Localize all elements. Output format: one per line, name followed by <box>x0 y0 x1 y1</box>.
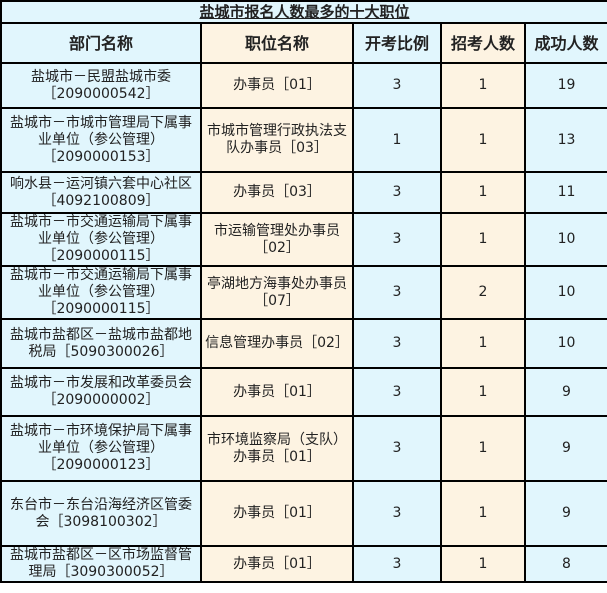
table-row: 盐城市－市交通运输局下属事业单位（参公管理）［2090000115］ 亭湖地方海事… <box>0 265 607 320</box>
cell-dept: 盐城市盐都区－盐城市盐都地税局［5090300026］ <box>0 318 202 369</box>
table-row: 盐城市盐都区－盐城市盐都地税局［5090300026］ 信息管理办事员［02］ 3 1… <box>0 318 607 369</box>
cell-quota: 1 <box>440 107 526 173</box>
cell-quota: 1 <box>440 62 526 109</box>
cell-ratio: 3 <box>352 318 442 369</box>
cell-success: 11 <box>524 171 607 214</box>
table-row: 盐城市－市发展和改革委员会［2090000002］ 办事员［01］ 3 1 9 <box>0 367 607 417</box>
header-ratio: 开考比例 <box>352 22 442 64</box>
table-row: 盐城市－市交通运输局下属事业单位（参公管理）［2090000115］ 市运输管理处… <box>0 212 607 267</box>
table-row: 盐城市－市环境保护局下属事业单位（参公管理）［2090000123］ 市环境监察局… <box>0 415 607 482</box>
table-row: 盐城市－市城市管理局下属事业单位（参公管理）［2090000153］ 市城市管理行… <box>0 107 607 173</box>
cell-ratio: 3 <box>352 415 442 482</box>
cell-dept: 盐城市－市交通运输局下属事业单位（参公管理）［2090000115］ <box>0 212 202 267</box>
cell-ratio: 3 <box>352 367 442 417</box>
cell-ratio: 3 <box>352 545 442 583</box>
cell-quota: 1 <box>440 545 526 583</box>
header-dept: 部门名称 <box>0 22 202 64</box>
cell-ratio: 3 <box>352 265 442 320</box>
cell-quota: 1 <box>440 212 526 267</box>
cell-dept: 响水县－运河镇六套中心社区［4092100809］ <box>0 171 202 214</box>
header-position: 职位名称 <box>200 22 354 64</box>
cell-quota: 2 <box>440 265 526 320</box>
cell-quota: 1 <box>440 415 526 482</box>
cell-quota: 1 <box>440 480 526 547</box>
cell-success: 10 <box>524 318 607 369</box>
cell-dept: 盐城市－市环境保护局下属事业单位（参公管理）［2090000123］ <box>0 415 202 482</box>
cell-success: 19 <box>524 62 607 109</box>
cell-position: 市运输管理处办事员［02］ <box>200 212 354 267</box>
cell-ratio: 1 <box>352 107 442 173</box>
cell-dept: 盐城市－民盟盐城市委［2090000542］ <box>0 62 202 109</box>
cell-quota: 1 <box>440 367 526 417</box>
table-row: 盐城市盐都区－区市场监督管理局［3090300052］ 办事员［01］ 3 1 8 <box>0 545 607 583</box>
cell-position: 市城市管理行政执法支队办事员［03］ <box>200 107 354 173</box>
table-row: 盐城市－民盟盐城市委［2090000542］ 办事员［01］ 3 1 19 <box>0 62 607 109</box>
cell-quota: 1 <box>440 171 526 214</box>
cell-position: 办事员［01］ <box>200 62 354 109</box>
table-row: 响水县－运河镇六套中心社区［4092100809］ 办事员［03］ 3 1 11 <box>0 171 607 214</box>
cell-success: 9 <box>524 480 607 547</box>
cell-success: 8 <box>524 545 607 583</box>
cell-ratio: 3 <box>352 212 442 267</box>
cell-ratio: 3 <box>352 480 442 547</box>
cell-success: 9 <box>524 415 607 482</box>
cell-success: 10 <box>524 212 607 267</box>
cell-position: 亭湖地方海事处办事员［07］ <box>200 265 354 320</box>
cell-success: 9 <box>524 367 607 417</box>
cell-position: 信息管理办事员［02］ <box>200 318 354 369</box>
header-success: 成功人数 <box>524 22 607 64</box>
cell-quota: 1 <box>440 318 526 369</box>
cell-position: 市环境监察局（支队）办事员［01］ <box>200 415 354 482</box>
cell-position: 办事员［01］ <box>200 545 354 583</box>
cell-ratio: 3 <box>352 171 442 214</box>
cell-dept: 盐城市－市城市管理局下属事业单位（参公管理）［2090000153］ <box>0 107 202 173</box>
cell-dept: 盐城市－市交通运输局下属事业单位（参公管理）［2090000115］ <box>0 265 202 320</box>
cell-success: 10 <box>524 265 607 320</box>
header-quota: 招考人数 <box>440 22 526 64</box>
cell-position: 办事员［01］ <box>200 480 354 547</box>
cell-success: 13 <box>524 107 607 173</box>
table-title: 盐城市报名人数最多的十大职位 <box>0 0 607 24</box>
cell-dept: 东台市－东台沿海经济区管委会［3098100302］ <box>0 480 202 547</box>
cell-ratio: 3 <box>352 62 442 109</box>
cell-dept: 盐城市－市发展和改革委员会［2090000002］ <box>0 367 202 417</box>
table-row: 东台市－东台沿海经济区管委会［3098100302］ 办事员［01］ 3 1 9 <box>0 480 607 547</box>
cell-position: 办事员［03］ <box>200 171 354 214</box>
cell-position: 办事员［01］ <box>200 367 354 417</box>
cell-dept: 盐城市盐都区－区市场监督管理局［3090300052］ <box>0 545 202 583</box>
